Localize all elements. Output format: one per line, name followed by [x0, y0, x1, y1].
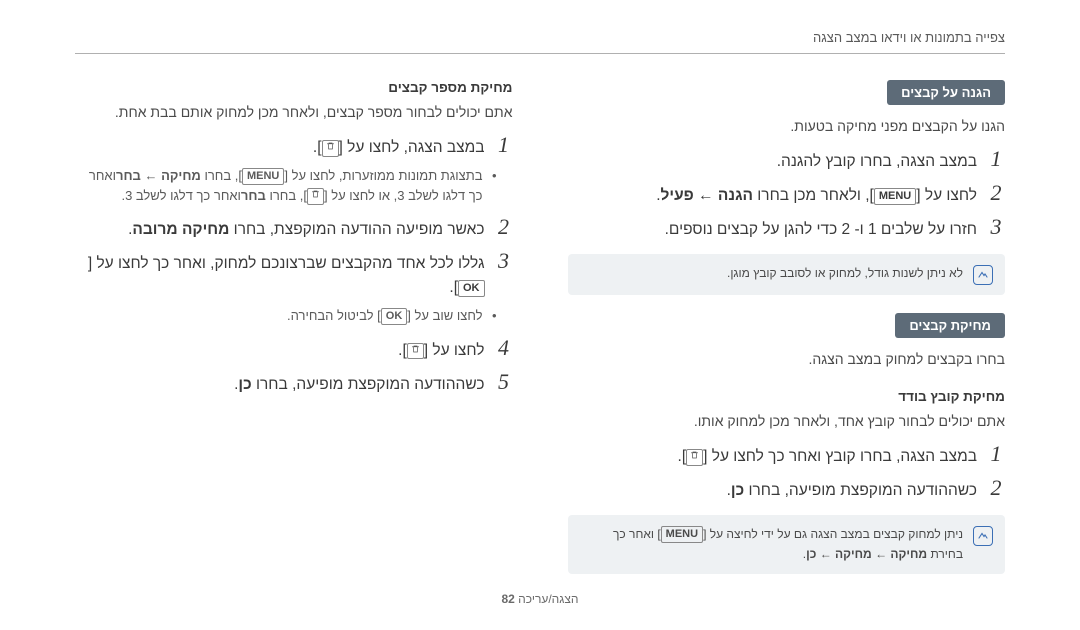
multi-title: מחיקת מספר קבצים — [75, 80, 513, 95]
step-number: 1 — [495, 132, 513, 158]
text: . — [398, 342, 402, 359]
multi-intro: אתם יכולים לבחור מספר קבצים, ולאחר מכן ל… — [75, 101, 513, 124]
step-number: 5 — [495, 369, 513, 395]
step-number: 3 — [987, 214, 1005, 240]
step-text: במצב הצגה, בחרו קובץ להגנה. — [777, 150, 977, 174]
step-text: במצב הצגה, בחרו קובץ ואחר כך לחצו על []. — [678, 445, 977, 469]
arrow: ← — [816, 547, 835, 561]
protect-step-3: 3 חזרו על שלבים 1 ו- 2 כדי להגן על קבצים… — [568, 214, 1006, 242]
text: גללו לכל אחד מהקבצים שברצונכם למחוק, ואח… — [92, 255, 484, 272]
text: , בחרו — [201, 168, 239, 183]
text: ניתן למחוק קבצים במצב הצגה גם על ידי לחי… — [706, 527, 963, 541]
text: לחצו על — [921, 187, 977, 204]
note-text: ניתן למחוק קבצים במצב הצגה גם על ידי לחי… — [580, 525, 964, 563]
right-column: הגנה על קבצים הגנו על הקבצים מפני מחיקה … — [568, 80, 1006, 592]
bold: כן — [731, 482, 744, 499]
step-text: גללו לכל אחד מהקבצים שברצונכם למחוק, ואח… — [75, 252, 485, 300]
text: כשההודעה המוקפצת מופיעה, בחרו — [744, 482, 977, 499]
menu-key: MENU — [874, 188, 916, 205]
bold: מחיקה — [835, 547, 872, 561]
menu-key: MENU — [661, 526, 703, 543]
delete-single-title: מחיקת קובץ בודד — [568, 389, 1006, 404]
page-header: צפייה בתמונות או וידאו במצב הצגה — [75, 30, 1005, 54]
protect-step-1: 1 במצב הצגה, בחרו קובץ להגנה. — [568, 146, 1006, 174]
delete-step-2: 2 כשההודעה המוקפצת מופיעה, בחרו כן. — [568, 475, 1006, 503]
text: במצב הצגה, לחצו על — [343, 139, 485, 156]
text: לחצו על — [428, 342, 484, 359]
delete-step-1: 1 במצב הצגה, בחרו קובץ ואחר כך לחצו על [… — [568, 441, 1006, 469]
text: לחצו שוב על — [411, 308, 483, 323]
trash-icon — [686, 449, 703, 466]
multi-step-4: 4 לחצו על []. — [75, 335, 513, 363]
multi-step-3: 3 גללו לכל אחד מהקבצים שברצונכם למחוק, ו… — [75, 248, 513, 300]
protect-step-2: 2 לחצו על [MENU], ולאחר מכן בחרו הגנה ← … — [568, 180, 1006, 208]
delete-note: ניתן למחוק קבצים במצב הצגה גם על ידי לחי… — [568, 515, 1006, 573]
text: , ולאחר מכן בחרו — [753, 187, 870, 204]
content-columns: הגנה על קבצים הגנו על הקבצים מפני מחיקה … — [75, 80, 1005, 592]
trash-icon — [322, 140, 339, 157]
multi-bullet-1: בתצוגת תמונות ממוזערות, לחצו על [MENU], … — [75, 166, 513, 206]
delete-label: מחיקת קבצים — [895, 313, 1005, 338]
text: כשההודעה המוקפצת מופיעה, בחרו — [252, 376, 485, 393]
step-text: חזרו על שלבים 1 ו- 2 כדי להגן על קבצים נ… — [665, 218, 977, 242]
multi-step-1: 1 במצב הצגה, לחצו על []. — [75, 132, 513, 160]
step-text: לחצו על [MENU], ולאחר מכן בחרו הגנה ← פע… — [656, 184, 977, 208]
text: . — [313, 139, 317, 156]
step-number: 2 — [987, 475, 1005, 501]
trash-icon — [307, 188, 324, 205]
menu-key: MENU — [242, 168, 284, 185]
delete-intro: בחרו בקבצים למחוק במצב הצגה. — [568, 348, 1006, 371]
text: . — [449, 279, 453, 296]
step-text: כשההודעה המוקפצת מופיעה, בחרו כן. — [727, 479, 977, 503]
bold: מחיקה — [890, 547, 927, 561]
trash-icon — [407, 343, 424, 360]
step-number: 1 — [987, 146, 1005, 172]
text: . — [678, 448, 682, 465]
bold: כן — [806, 547, 816, 561]
bold: פעיל — [661, 187, 694, 204]
page-number: 82 — [501, 592, 514, 606]
note-text: לא ניתן לשנות גודל, למחוק או לסובב קובץ … — [727, 264, 963, 283]
text: כאשר מופיעה ההודעה המוקפצת, בחרו — [229, 221, 484, 238]
arrow: ← — [872, 547, 891, 561]
multi-step-5: 5 כשההודעה המוקפצת מופיעה, בחרו כן. — [75, 369, 513, 397]
step-text: כאשר מופיעה ההודעה המוקפצת, בחרו מחיקה מ… — [128, 218, 484, 242]
text: לביטול הבחירה. — [287, 308, 377, 323]
ok-key: OK — [458, 280, 485, 297]
protect-label: הגנה על קבצים — [887, 80, 1005, 105]
protect-note: לא ניתן לשנות גודל, למחוק או לסובב קובץ … — [568, 254, 1006, 295]
footer-label: הצגה/עריכה — [518, 592, 578, 606]
protect-intro: הגנו על הקבצים מפני מחיקה בטעות. — [568, 115, 1006, 138]
multi-step-2: 2 כאשר מופיעה ההודעה המוקפצת, בחרו מחיקה… — [75, 214, 513, 242]
bold: מחיקה מרובה — [132, 221, 229, 238]
step-number: 2 — [987, 180, 1005, 206]
step-number: 1 — [987, 441, 1005, 467]
multi-bullet-2: לחצו שוב על [OK] לביטול הבחירה. — [75, 306, 513, 326]
step-number: 4 — [495, 335, 513, 361]
page-footer: הצגה/עריכה 82 — [0, 592, 1080, 606]
step-text: במצב הצגה, לחצו על []. — [313, 136, 485, 160]
step-text: כשההודעה המוקפצת מופיעה, בחרו כן. — [234, 373, 484, 397]
info-icon — [973, 265, 993, 285]
arrow: ← — [694, 187, 718, 204]
ok-key: OK — [381, 308, 408, 325]
step-text: לחצו על []. — [398, 339, 484, 363]
text: , בחרו — [266, 188, 304, 203]
text: ואחר כך דלגו לשלב 3. — [121, 188, 240, 203]
bold: בחר — [116, 168, 141, 183]
bold: כן — [238, 376, 251, 393]
bold: מחיקה — [161, 168, 201, 183]
info-icon — [973, 526, 993, 546]
text: בתצוגת תמונות ממוזערות, לחצו על — [288, 168, 483, 183]
left-column: מחיקת מספר קבצים אתם יכולים לבחור מספר ק… — [75, 80, 513, 592]
delete-single-intro: אתם יכולים לבחור קובץ אחד, ולאחר מכן למח… — [568, 410, 1006, 433]
step-number: 3 — [495, 248, 513, 274]
bold: הגנה — [718, 187, 753, 204]
bold: בחר — [241, 188, 266, 203]
step-number: 2 — [495, 214, 513, 240]
text: במצב הצגה, בחרו קובץ ואחר כך לחצו על — [707, 448, 977, 465]
arrow: ← — [141, 168, 161, 183]
